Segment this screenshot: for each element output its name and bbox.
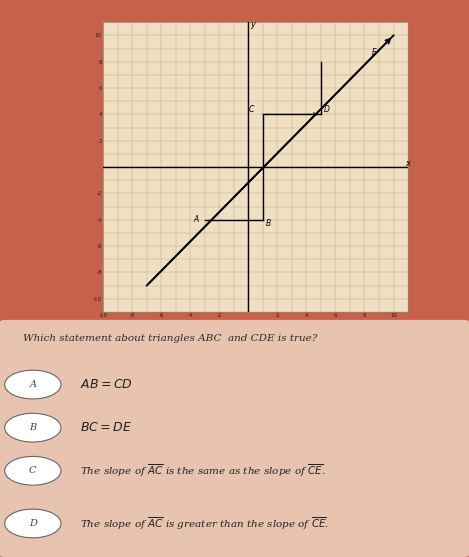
Circle shape	[5, 370, 61, 399]
Text: $AB = CD$: $AB = CD$	[80, 378, 133, 391]
Text: A: A	[193, 216, 198, 224]
Text: Which statement about triangles ABC  and CDE is true?: Which statement about triangles ABC and …	[23, 334, 318, 343]
Circle shape	[5, 456, 61, 485]
Text: D: D	[324, 105, 330, 114]
Text: B: B	[29, 423, 37, 432]
Circle shape	[5, 509, 61, 538]
Text: y: y	[250, 20, 255, 29]
Text: C: C	[249, 105, 254, 114]
FancyBboxPatch shape	[0, 320, 469, 557]
Text: D: D	[29, 519, 37, 528]
Text: $BC = DE$: $BC = DE$	[80, 421, 132, 434]
Circle shape	[5, 413, 61, 442]
Text: x: x	[405, 159, 410, 168]
Text: E: E	[372, 48, 377, 57]
Text: B: B	[266, 219, 271, 228]
Text: The slope of $\overline{AC}$ is the same as the slope of $\overline{CE}$.: The slope of $\overline{AC}$ is the same…	[80, 462, 325, 479]
Text: A: A	[30, 380, 36, 389]
Text: The slope of $\overline{AC}$ is greater than the slope of $\overline{CE}$.: The slope of $\overline{AC}$ is greater …	[80, 515, 329, 532]
Text: C: C	[29, 466, 37, 475]
